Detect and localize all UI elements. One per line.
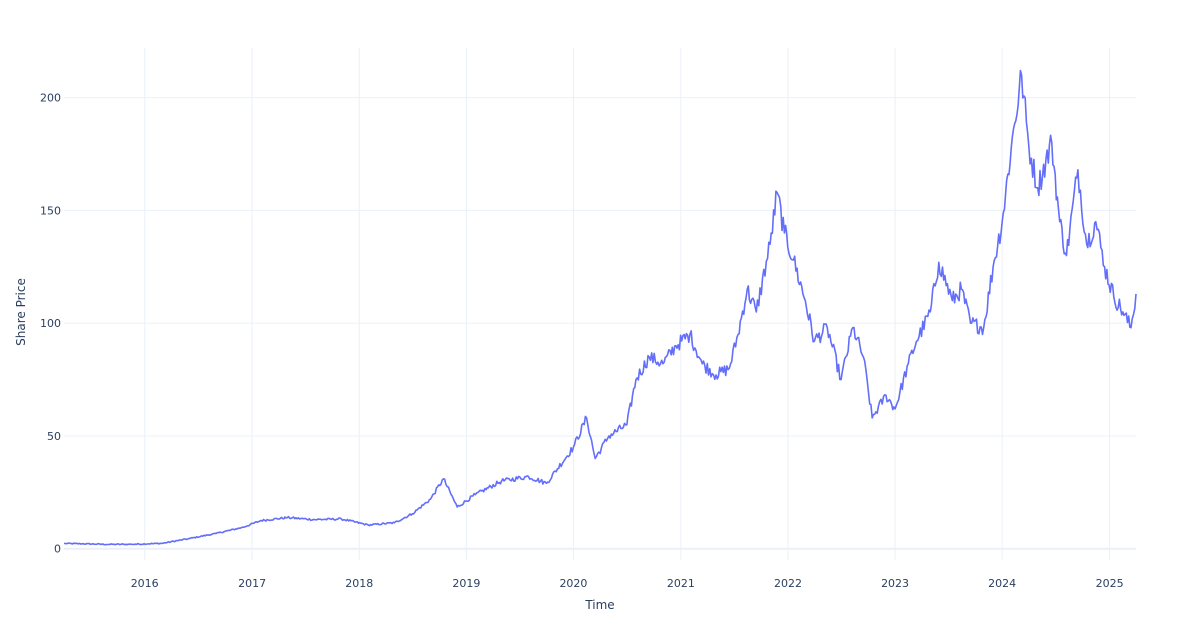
y-axis-title: Share Price <box>14 278 28 346</box>
y-axis-ticks: 0 50 100 150 200 <box>40 92 61 556</box>
x-tick-label: 2018 <box>345 577 373 590</box>
x-tick-label: 2022 <box>774 577 802 590</box>
y-tick-label: 100 <box>40 317 61 330</box>
y-tick-label: 150 <box>40 204 61 217</box>
x-tick-label: 2020 <box>559 577 587 590</box>
y-tick-label: 0 <box>54 543 61 556</box>
x-tick-label: 2024 <box>988 577 1016 590</box>
x-axis-title: Time <box>584 598 614 612</box>
series-layer <box>63 69 1137 546</box>
x-tick-label: 2019 <box>452 577 480 590</box>
y-tick-label: 50 <box>47 430 61 443</box>
x-tick-label: 2017 <box>238 577 266 590</box>
x-tick-label: 2023 <box>881 577 909 590</box>
gridlines <box>64 48 1136 560</box>
x-tick-label: 2025 <box>1096 577 1124 590</box>
x-tick-label: 2016 <box>131 577 159 590</box>
x-axis-ticks: 2016 2017 2018 2019 2020 2021 2022 2023 2024 2025 <box>131 577 1124 590</box>
y-tick-label: 200 <box>40 92 61 105</box>
share-price-line <box>63 69 1137 546</box>
x-tick-label: 2021 <box>667 577 695 590</box>
